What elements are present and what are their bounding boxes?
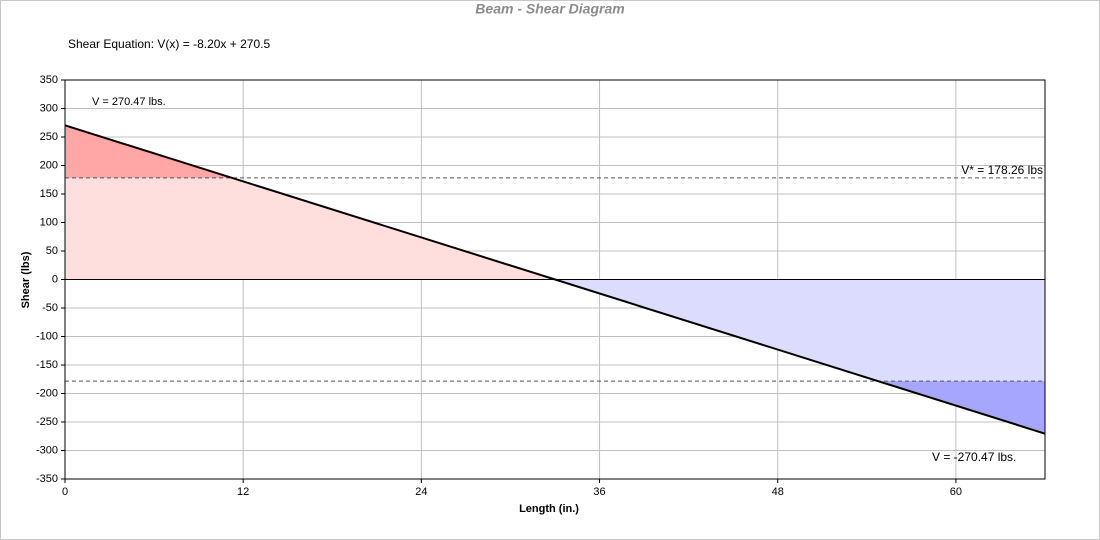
- y-tick-label: -150: [36, 359, 58, 371]
- chart-title: Beam - Shear Diagram: [475, 1, 624, 17]
- shear-area: [65, 279, 1045, 434]
- shear-line: [64, 124, 1046, 435]
- equation: Shear Equation: V(x) = -8.20x + 270.5: [68, 37, 270, 51]
- x-tick-label: 12: [237, 486, 249, 498]
- y-tick-label: 200: [40, 159, 58, 171]
- y-tick-label: -350: [36, 473, 58, 485]
- x-tick-label: 36: [593, 486, 605, 498]
- annotation: V = -270.47 lbs.: [932, 450, 1016, 464]
- shear-area: [65, 125, 1045, 280]
- y-tick-label: 300: [40, 102, 58, 114]
- y-tick-label: 0: [52, 273, 58, 285]
- y-tick-label: -250: [36, 416, 58, 428]
- y-tick-label: -300: [36, 444, 58, 456]
- y-tick-label: -50: [42, 302, 58, 314]
- plot-border: [64, 79, 1046, 480]
- x-tick-label: 0: [62, 486, 68, 498]
- annotation: V = 270.47 lbs.: [92, 96, 166, 108]
- x-tick-label: 48: [772, 486, 784, 498]
- y-tick-label: 50: [46, 245, 58, 257]
- y-tick-label: 100: [40, 216, 58, 228]
- y-tick-label: 250: [40, 131, 58, 143]
- annotation: V* = 178.26 lbs: [961, 163, 1043, 177]
- y-tick-label: -200: [36, 387, 58, 399]
- x-axis-label: Length (in.): [519, 503, 579, 515]
- y-tick-label: 150: [40, 188, 58, 200]
- y-tick-label: 350: [40, 74, 58, 86]
- x-tick-label: 60: [950, 486, 962, 498]
- x-tick-label: 24: [415, 486, 427, 498]
- y-axis-label: Shear (lbs): [20, 251, 32, 308]
- y-tick-label: -100: [36, 330, 58, 342]
